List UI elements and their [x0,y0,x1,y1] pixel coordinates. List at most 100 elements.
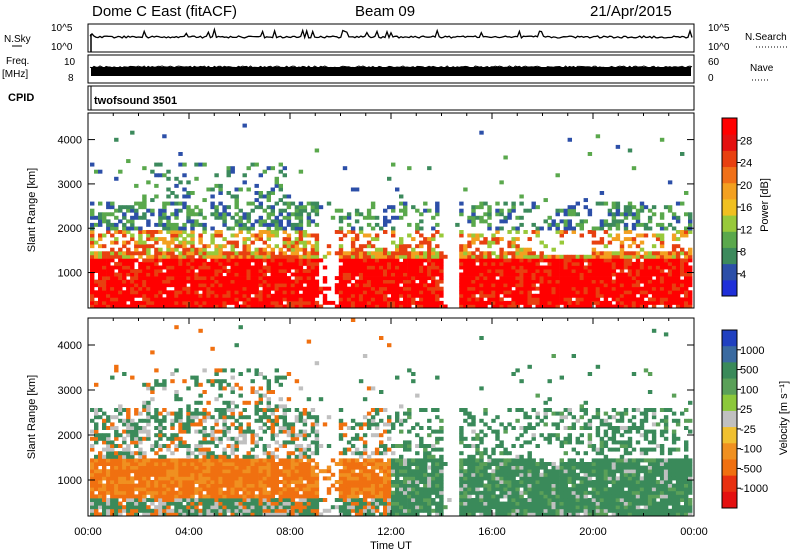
data-cell [138,440,143,445]
data-cell [334,480,340,484]
data-cell [366,272,372,277]
data-cell [242,505,247,510]
data-cell [302,476,308,481]
data-cell [234,300,239,305]
data-cell [342,304,348,309]
data-cell [146,269,151,273]
data-cell [423,283,428,288]
data-cell [254,440,259,445]
data-cell [214,215,219,220]
data-cell [322,286,328,291]
data-cell [623,258,629,263]
data-cell [387,429,392,434]
data-cell [166,254,171,259]
data-cell [655,272,661,277]
data-cell [214,290,219,295]
data-cell [154,411,159,416]
data-cell [680,272,685,277]
data-cell [591,300,597,305]
data-cell [523,300,528,305]
data-cell [338,462,344,466]
data-cell [282,483,288,488]
data-cell [559,276,565,281]
data-cell [379,258,384,263]
y-tick-label: 2000 [58,223,82,235]
data-cell [643,261,649,266]
data-cell [210,505,215,510]
data-cell [258,512,264,517]
nsky-trace [89,27,693,40]
data-cell [198,472,203,477]
data-cell [342,447,348,452]
data-cell [379,476,384,481]
data-cell [274,462,280,466]
data-cell [555,212,560,217]
data-cell [399,304,404,309]
data-cell [579,297,585,302]
data-cell [246,508,251,513]
data-cell [555,293,560,298]
data-cell [162,465,167,470]
data-cell [182,494,187,499]
data-cell [250,508,255,513]
data-cell [294,272,300,277]
data-cell [631,272,637,277]
data-cell [463,293,468,298]
data-cell [667,297,673,302]
data-cell [146,272,151,277]
data-cell [350,451,356,456]
data-cell [218,187,223,192]
data-cell [226,487,231,492]
data-cell [306,465,312,470]
data-cell [383,451,388,456]
data-cell [162,279,167,284]
data-cell [342,462,348,466]
data-cell [166,472,171,477]
data-cell [531,201,536,206]
data-cell [411,293,416,298]
data-cell [310,269,316,273]
data-cell [234,469,239,474]
data-cell [583,265,589,270]
data-cell [106,251,111,256]
data-cell [210,483,215,488]
data-cell [551,279,556,284]
data-cell [210,187,215,192]
data-cell [126,512,131,517]
data-cell [310,451,316,456]
data-cell [627,212,633,217]
data-cell [379,444,384,448]
data-cell [539,300,544,305]
data-cell [174,226,179,231]
data-cell [290,258,296,263]
data-cell [106,258,111,263]
data-cell [298,498,304,502]
data-cell [286,244,292,249]
data-cell [158,429,163,434]
data-cell [142,269,147,273]
data-cell [623,230,629,234]
data-cell [346,512,352,517]
data-cell [198,440,203,445]
data-cell [134,505,139,510]
data-cell [122,212,127,217]
data-cell [142,451,147,456]
data-cell [346,276,352,281]
data-cell [274,483,280,488]
data-cell [599,265,605,270]
station-title: Dome C East (fitACF) [92,3,237,20]
data-cell [210,233,215,238]
data-cell [258,494,264,499]
data-cell [258,436,264,441]
data-cell [471,254,476,259]
data-cell [94,494,99,499]
data-cell [126,283,131,288]
data-cell [688,219,693,224]
data-cell [258,508,264,513]
data-cell [202,390,207,394]
data-cell [122,472,127,477]
data-cell [535,279,540,284]
data-cell [194,290,199,295]
data-cell [362,258,368,263]
data-cell [407,251,412,256]
